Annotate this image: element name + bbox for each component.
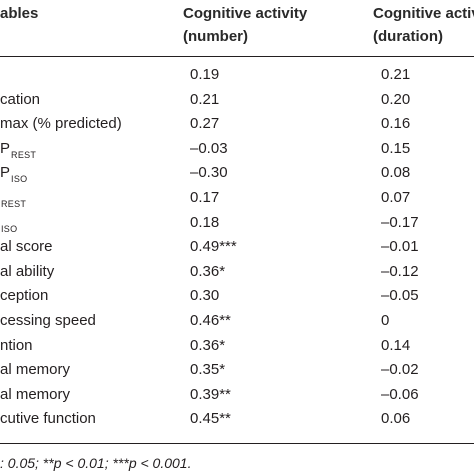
row-variable-label: max (% predicted) [0, 115, 122, 133]
table-row: ntion 0.36* 0.14 [0, 334, 474, 359]
table-row: cation 0.21 0.20 [0, 88, 474, 113]
table-row: PISO –0.30 0.08 [0, 161, 474, 186]
row-duration-value: –0.06 [381, 385, 419, 403]
row-duration-value: 0.21 [381, 66, 411, 83]
row-variable: al memory [0, 383, 70, 408]
row-duration-value: –0.01 [381, 238, 419, 256]
row-variable-label: P [0, 164, 11, 182]
row-variable: ntion [0, 334, 33, 359]
row-number-value: 0.36* [190, 262, 226, 280]
row-variable-label: ntion [0, 336, 33, 354]
row-variable: cation [0, 88, 40, 113]
table-row: ISO 0.18 –0.17 [0, 211, 474, 236]
table-row: al score 0.49*** –0.01 [0, 235, 474, 260]
row-duration-value: –0.12 [381, 262, 419, 280]
row-duration-value: 0.07 [381, 189, 411, 206]
row-variable-label: al memory [0, 361, 71, 379]
row-variable: PREST [0, 137, 36, 163]
bottom-rule [0, 443, 474, 444]
table-row: ception 0.30 –0.05 [0, 284, 474, 309]
row-duration-value: 0.20 [381, 90, 411, 108]
row-variable-label: ception [0, 287, 49, 305]
row-variable-label: cation [0, 90, 41, 108]
row-variable: al score [0, 235, 53, 260]
table-row: al ability 0.36* –0.12 [0, 260, 474, 285]
row-number-value: 0.17 [190, 189, 220, 206]
row-duration-value: 0.06 [381, 410, 411, 428]
table-row: 0.19 0.21 [0, 63, 474, 88]
row-number-value: –0.03 [190, 139, 228, 157]
row-duration-value: 0.14 [381, 336, 411, 354]
row-variable-subscript: REST [1, 199, 27, 209]
header-cognitive-number-line2: (number) [183, 28, 248, 45]
row-number-value: 0.21 [190, 90, 220, 108]
row-variable-subscript: ISO [11, 174, 28, 185]
row-number-value: 0.45** [190, 410, 231, 428]
row-duration-value: –0.05 [381, 287, 419, 305]
row-number-value: 0.30 [190, 287, 220, 305]
row-duration-value: –0.02 [381, 361, 419, 379]
table-row: max (% predicted) 0.27 0.16 [0, 112, 474, 137]
table-row: cessing speed 0.46** 0 [0, 309, 474, 334]
row-number-value: 0.36* [190, 336, 226, 354]
row-number-value: 0.27 [190, 115, 220, 133]
row-number-value: 0.35* [190, 361, 226, 379]
table-row: al memory 0.39** –0.06 [0, 383, 474, 408]
footnote: : 0.05; **p < 0.01; ***p < 0.001. [0, 455, 192, 471]
row-duration-value: 0.15 [381, 139, 411, 157]
row-variable: al memory [0, 358, 70, 383]
row-variable-label: P [0, 139, 11, 157]
row-variable-label: al memory [0, 385, 71, 403]
header-cognitive-number-line1: Cognitive activity [183, 5, 308, 22]
row-number-value: 0.19 [190, 66, 220, 83]
table-row: cutive function 0.45** 0.06 [0, 407, 474, 432]
row-variable-subscript: ISO [1, 223, 18, 234]
row-variable: PISO [0, 161, 27, 187]
row-variable: REST [0, 186, 26, 212]
row-variable: cessing speed [0, 309, 96, 334]
header-cognitive-duration: Cognitive activit (duration) [373, 2, 474, 48]
row-duration-value: 0 [381, 312, 390, 329]
header-variables: ables [0, 5, 39, 22]
row-variable: ception [0, 284, 48, 309]
row-variable-label: al ability [0, 262, 55, 280]
row-number-value: 0.46** [190, 312, 231, 329]
row-variable: max (% predicted) [0, 112, 122, 137]
row-variable-label: al score [0, 238, 53, 256]
table-header: ables Cognitive activity (number) Cognit… [0, 0, 474, 52]
header-cognitive-duration-line1: Cognitive activit [373, 5, 474, 22]
header-cognitive-number: Cognitive activity (number) [183, 2, 307, 48]
row-variable-subscript: REST [11, 149, 37, 160]
row-variable-label: cutive function [0, 410, 96, 428]
row-duration-value: –0.17 [381, 213, 419, 231]
row-variable: cutive function [0, 407, 96, 432]
table-row: al memory 0.35* –0.02 [0, 358, 474, 383]
header-cognitive-duration-line2: (duration) [373, 28, 443, 45]
row-number-value: 0.18 [190, 213, 220, 231]
row-duration-value: 0.08 [381, 164, 411, 182]
row-number-value: 0.39** [190, 385, 231, 403]
table-row: REST 0.17 0.07 [0, 186, 474, 211]
row-variable: ISO [0, 211, 17, 237]
row-variable-label: cessing speed [0, 312, 96, 329]
row-variable: al ability [0, 260, 54, 285]
header-rule [0, 56, 474, 57]
row-number-value: –0.30 [190, 164, 228, 182]
row-duration-value: 0.16 [381, 115, 411, 133]
table-row: PREST –0.03 0.15 [0, 137, 474, 162]
row-number-value: 0.49*** [190, 238, 237, 256]
